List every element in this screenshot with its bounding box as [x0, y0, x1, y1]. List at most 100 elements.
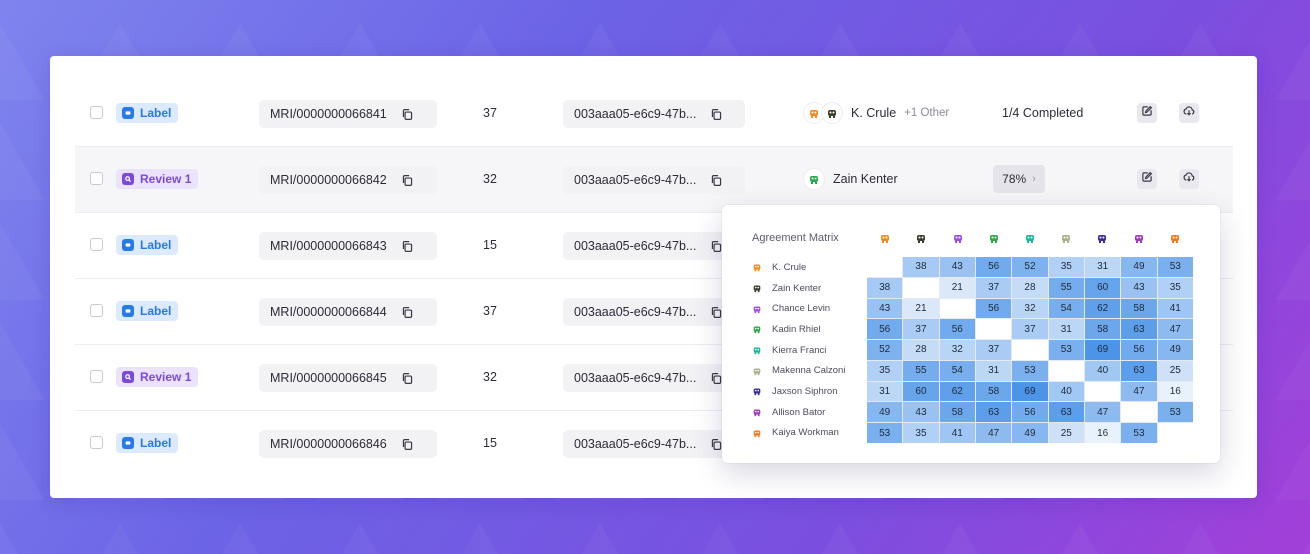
matrix-cell: 31 [975, 360, 1012, 381]
stage-tag: Review 1 [116, 367, 199, 387]
matrix-cell: 60 [903, 381, 939, 402]
matrix-cell: 56 [975, 298, 1012, 319]
matrix-cell [903, 277, 939, 298]
matrix-cell [1084, 381, 1121, 402]
matrix-cell [939, 298, 975, 319]
assignee-others[interactable]: +1 Other [904, 107, 950, 119]
row-checkbox[interactable] [90, 238, 103, 251]
assignee[interactable]: K. Crule +1 Other [803, 98, 949, 128]
edit-button[interactable] [1137, 103, 1157, 123]
uuid-field: 003aaa05-e6c9-47b... [563, 232, 745, 260]
avatar [803, 168, 825, 190]
matrix-cell: 49 [1012, 423, 1048, 443]
copy-icon[interactable] [710, 108, 723, 121]
copy-icon[interactable] [710, 306, 723, 319]
avatar [821, 102, 843, 124]
table-row[interactable]: Label MRI/0000000066846 15 003aaa05-e6c9-47… [75, 411, 1233, 477]
mri-id-text: MRI/0000000066843 [270, 239, 387, 253]
stage-tag-text: Label [140, 436, 172, 450]
matrix-cell: 37 [975, 277, 1012, 298]
copy-icon[interactable] [401, 438, 414, 451]
annotator-name: K. Crule [772, 261, 807, 273]
annotator-header-icon [879, 232, 891, 244]
annotator-row-label: Allison Bator [752, 405, 825, 419]
copy-icon[interactable] [401, 240, 414, 253]
row-checkbox[interactable] [90, 436, 103, 449]
matrix-cell: 41 [1157, 298, 1193, 319]
annotator-header-icon [1024, 232, 1036, 244]
annotator-icon [752, 345, 762, 355]
mri-id-field: MRI/0000000066844 [259, 298, 437, 326]
matrix-cell: 56 [1012, 402, 1048, 423]
matrix-cell: 35 [1048, 257, 1084, 277]
copy-icon[interactable] [401, 108, 414, 121]
annotator-header-icon [988, 232, 1000, 244]
row-checkbox[interactable] [90, 172, 103, 185]
edit-button[interactable] [1137, 169, 1157, 189]
copy-icon[interactable] [710, 240, 723, 253]
download-button[interactable] [1179, 169, 1199, 189]
mri-id-field: MRI/0000000066843 [259, 232, 437, 260]
matrix-cell: 58 [1121, 298, 1157, 319]
annotator-row-label: Zain Kenter [752, 281, 821, 295]
annotator-name: Zain Kenter [772, 282, 822, 294]
copy-icon[interactable] [401, 174, 414, 187]
matrix-cell [975, 319, 1012, 340]
matrix-cell [1157, 423, 1193, 443]
matrix-cell: 55 [903, 360, 939, 381]
matrix-cell: 47 [975, 423, 1012, 443]
matrix-grid: 38 43 56 52 35 31 49 53 38 21 37 28 55 60 43 35 43 21 56 32… [867, 257, 1193, 443]
chevron-right-icon: › [1032, 173, 1036, 185]
copy-icon[interactable] [401, 306, 414, 319]
matrix-cell [1012, 340, 1048, 360]
copy-icon[interactable] [401, 372, 414, 385]
annotator-row-label: Chance Levin [752, 302, 830, 316]
matrix-cell: 52 [1012, 257, 1048, 277]
item-count: 32 [483, 370, 497, 384]
matrix-cell: 69 [1084, 340, 1121, 360]
matrix-cell: 41 [939, 423, 975, 443]
progress-button[interactable]: 78% › [993, 165, 1045, 193]
copy-icon[interactable] [710, 174, 723, 187]
annotator-name: Kadin Rhiel [772, 323, 821, 335]
matrix-cell: 21 [939, 277, 975, 298]
assignee[interactable]: Zain Kenter [803, 164, 898, 194]
table-row[interactable]: Label MRI/0000000066841 37 003aaa05-e6c9-47… [75, 81, 1233, 147]
matrix-cell: 55 [1048, 277, 1084, 298]
uuid-field: 003aaa05-e6c9-47b... [563, 298, 745, 326]
annotator-name: Chance Levin [772, 303, 831, 315]
stage-tag-text: Review 1 [140, 172, 192, 186]
table-row[interactable]: Review 1 MRI/0000000066845 32 003aaa05-e6c9… [75, 345, 1233, 411]
mri-id-text: MRI/0000000066841 [270, 107, 387, 121]
stage-tag-text: Label [140, 106, 172, 120]
mri-id-field: MRI/0000000066845 [259, 364, 437, 392]
download-button[interactable] [1179, 103, 1199, 123]
matrix-cell: 35 [867, 360, 903, 381]
matrix-cell: 28 [1012, 277, 1048, 298]
copy-icon[interactable] [710, 438, 723, 451]
label-square-icon [122, 239, 134, 251]
matrix-cell: 31 [1048, 319, 1084, 340]
annotator-row-label: Kadin Rhiel [752, 322, 821, 336]
annotator-row-label: Jaxson Siphron [752, 384, 837, 398]
cloud-download-icon [1183, 104, 1195, 122]
matrix-cell: 38 [867, 277, 903, 298]
table-row[interactable]: Label MRI/0000000066844 37 003aaa05-e6c9-47… [75, 279, 1233, 345]
matrix-cell: 43 [1121, 277, 1157, 298]
row-checkbox[interactable] [90, 370, 103, 383]
row-checkbox[interactable] [90, 106, 103, 119]
matrix-cell: 53 [1012, 360, 1048, 381]
matrix-cell: 43 [903, 402, 939, 423]
table-row[interactable]: Label MRI/0000000066843 15 003aaa05-e6c9-47… [75, 213, 1233, 279]
annotator-icon [752, 283, 762, 293]
uuid-text: 003aaa05-e6c9-47b... [574, 107, 697, 121]
matrix-cell: 62 [939, 381, 975, 402]
row-checkbox[interactable] [90, 304, 103, 317]
stage-tag-text: Review 1 [140, 370, 192, 384]
copy-icon[interactable] [710, 372, 723, 385]
matrix-cell: 21 [903, 298, 939, 319]
table-row[interactable]: Review 1 MRI/0000000066842 32 003aaa05-e6c9… [75, 147, 1233, 213]
matrix-cell [867, 257, 903, 277]
mri-id-text: MRI/0000000066846 [270, 437, 387, 451]
mri-id-text: MRI/0000000066845 [270, 371, 387, 385]
